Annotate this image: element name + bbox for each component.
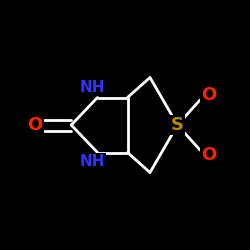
Text: NH: NH [80, 154, 105, 169]
Text: S: S [171, 116, 184, 134]
Text: O: O [201, 146, 216, 164]
Text: O: O [201, 86, 216, 103]
Text: NH: NH [80, 80, 105, 96]
Text: O: O [28, 116, 42, 134]
